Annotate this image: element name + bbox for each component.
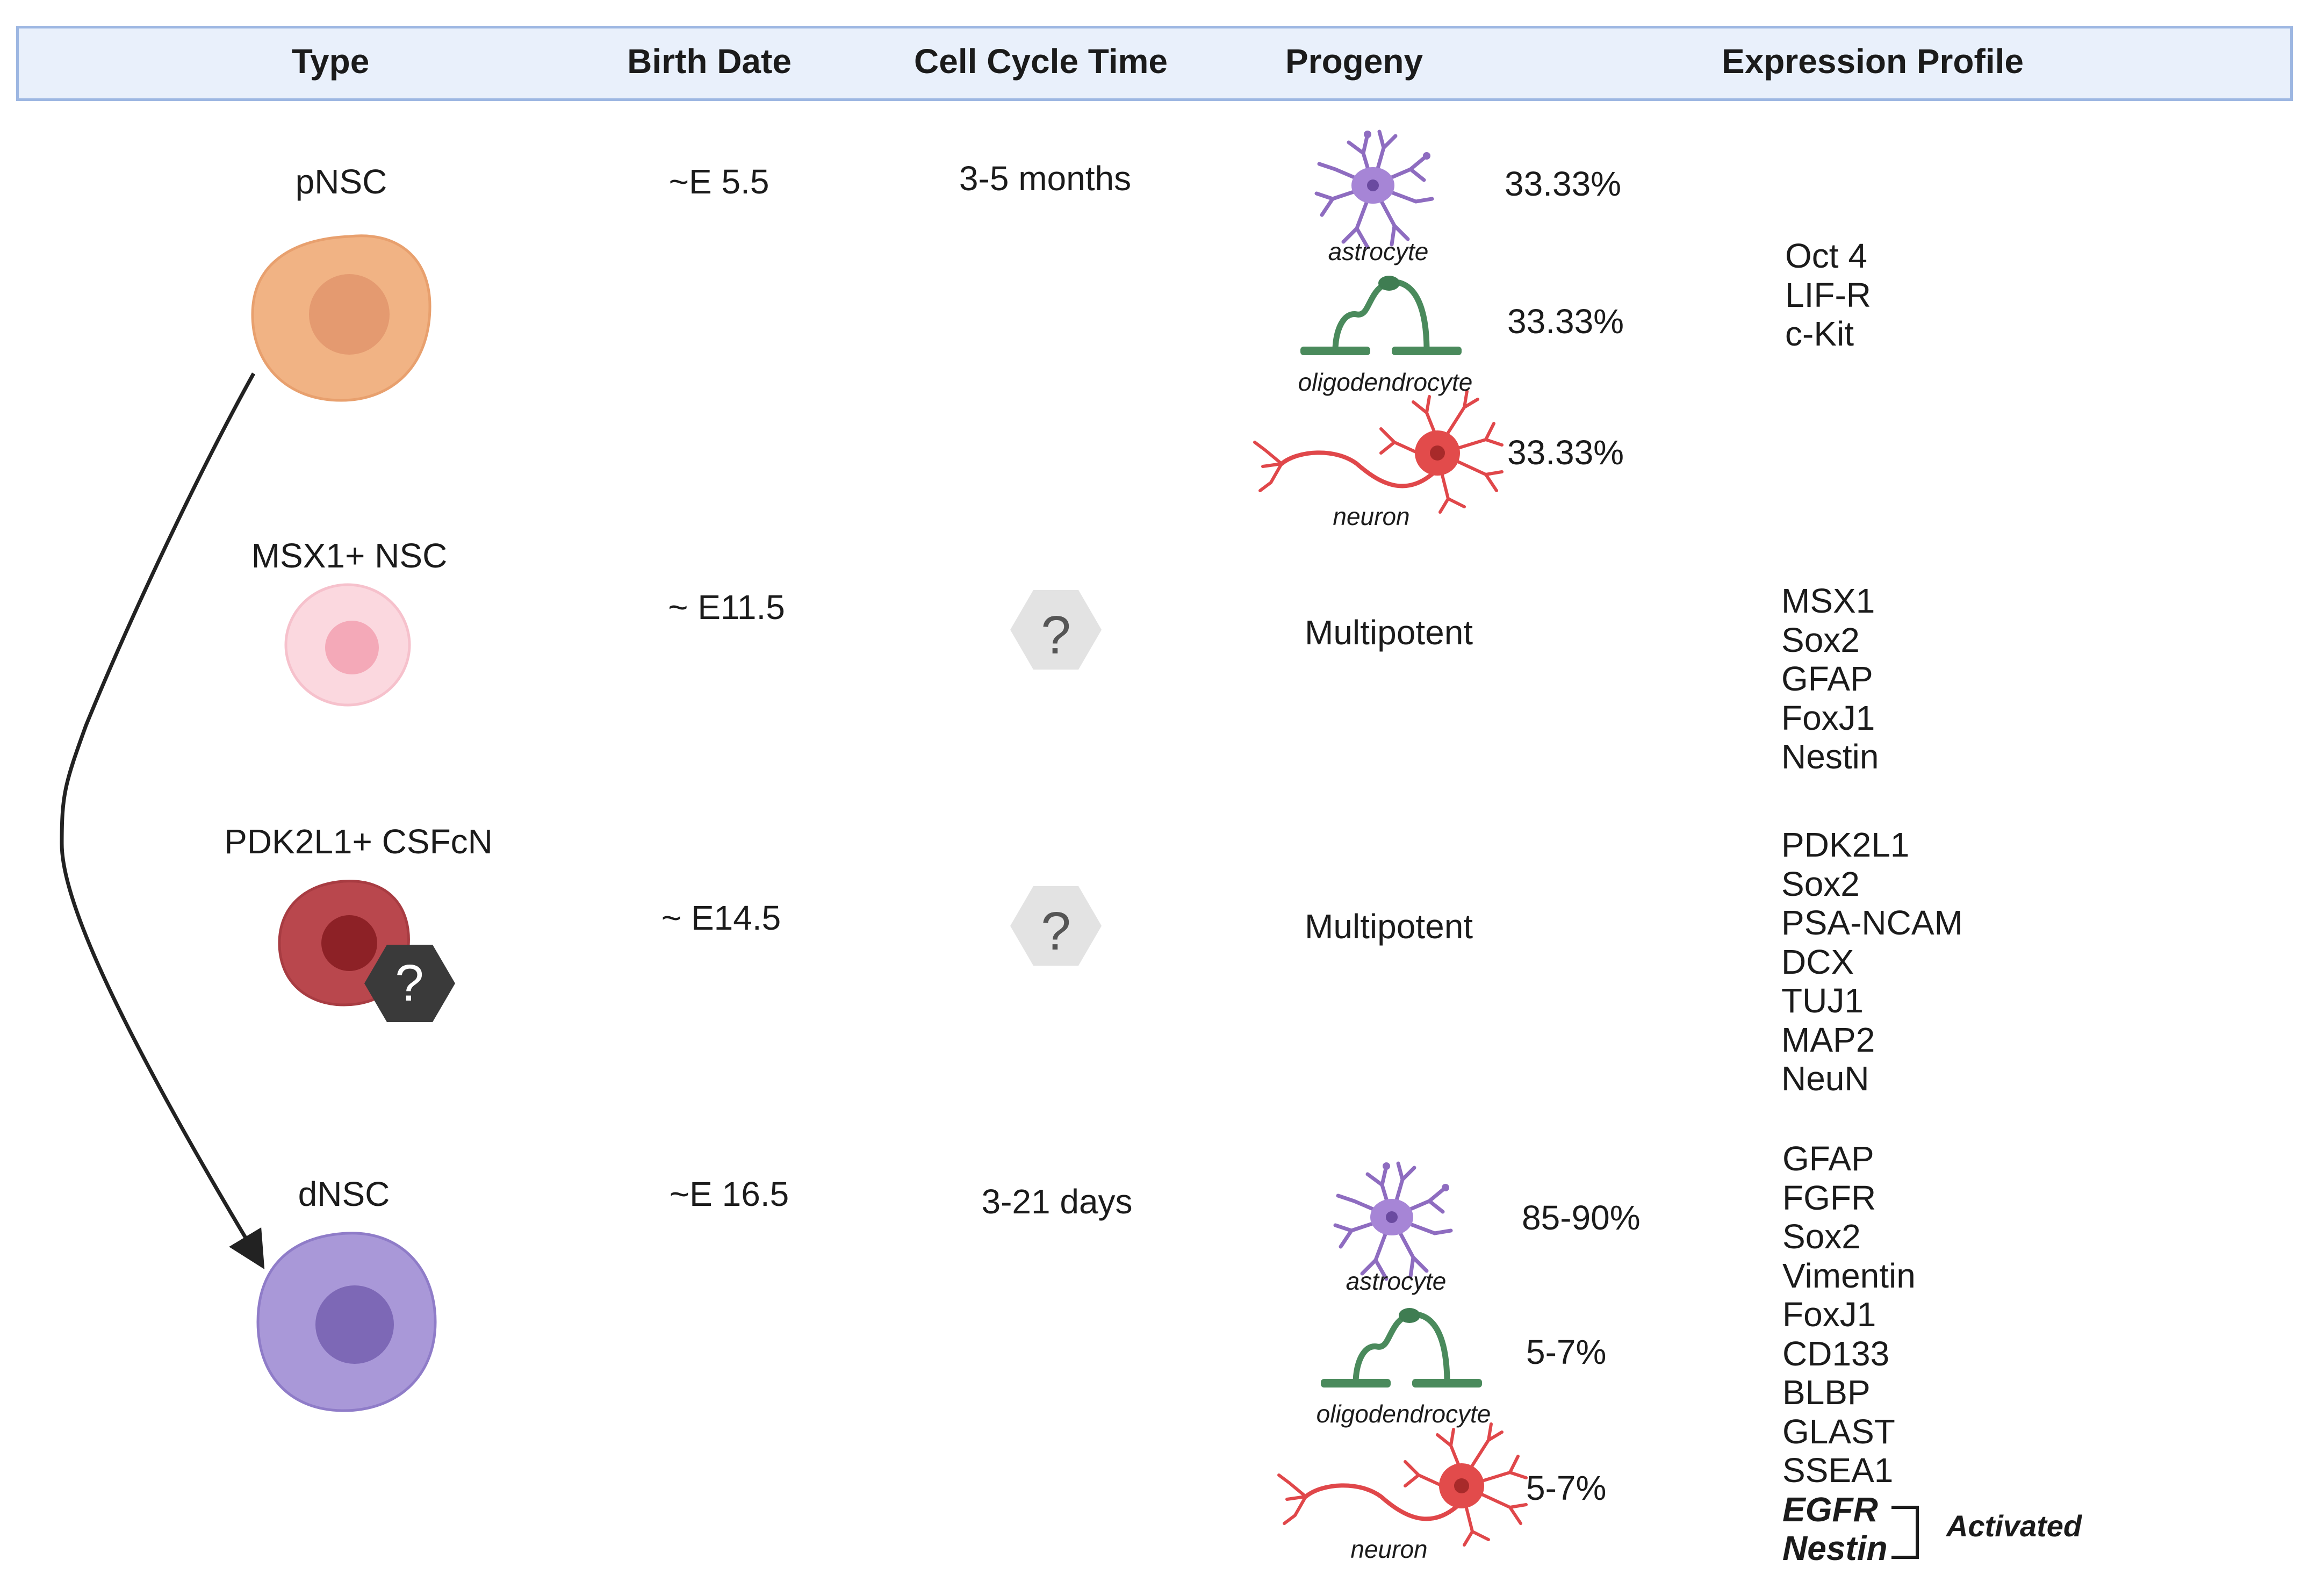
expression-marker: PDK2L1: [1781, 825, 1910, 864]
header-expression-profile: Expression Profile: [1722, 42, 2024, 81]
expression-marker: Sox2: [1781, 864, 1860, 903]
progeny-label: astrocyte: [1346, 1267, 1447, 1295]
expression-marker: Nestin: [1781, 737, 1879, 776]
header-birth-date: Birth Date: [627, 42, 792, 81]
expression-marker: LIF-R: [1785, 275, 1871, 314]
expression-marker-activated: EGFR: [1782, 1490, 1878, 1529]
expression-marker: Sox2: [1782, 1217, 1861, 1256]
neuron-icon: [1255, 391, 1502, 512]
expression-marker: FGFR: [1782, 1178, 1876, 1217]
uncertain-badge: ?: [395, 954, 424, 1012]
astrocyte-icon: [1317, 131, 1432, 247]
expression-marker: Vimentin: [1782, 1256, 1916, 1295]
oligodendrocyte-icon: [1300, 276, 1462, 355]
progeny-label: oligodendrocyte: [1316, 1400, 1491, 1428]
oligodendrocyte-icon: [1321, 1308, 1482, 1387]
row-dnsc-birth-date: ~E 16.5: [669, 1175, 789, 1213]
expression-list: GFAP FGFR Sox2 Vimentin FoxJ1 CD133 BLBP…: [1782, 1139, 1916, 1568]
msx1-cell-icon: [284, 583, 411, 707]
expression-marker-activated: Nestin: [1782, 1529, 1888, 1568]
progeny-percent: 33.33%: [1507, 302, 1624, 341]
progeny-percent: 5-7%: [1526, 1469, 1607, 1507]
pnsc-cell-icon: [251, 234, 431, 402]
activated-label: Activated: [1946, 1509, 2082, 1543]
expression-marker: DCX: [1781, 942, 1854, 981]
row-msx1-birth-date: ~ E11.5: [668, 588, 785, 627]
expression-list: MSX1 Sox2 GFAP FoxJ1 Nestin: [1781, 581, 1879, 777]
expression-list: Oct 4 LIF-R c-Kit: [1785, 236, 1871, 354]
neuron-icon: [1279, 1424, 1526, 1545]
header-cell-cycle-time: Cell Cycle Time: [914, 42, 1168, 81]
dnsc-cell-icon: [256, 1232, 437, 1412]
expression-marker: c-Kit: [1785, 314, 1854, 353]
row-pnsc-birth-date: ~E 5.5: [668, 162, 769, 201]
progeny-percent: 5-7%: [1526, 1333, 1607, 1371]
progeny-percent: 33.33%: [1505, 164, 1622, 203]
progeny-percent: 85-90%: [1522, 1198, 1641, 1237]
header-type: Type: [291, 42, 370, 81]
row-pdk2l1-type: PDK2L1+ CSFcN: [224, 822, 493, 861]
expression-marker: SSEA1: [1782, 1451, 1894, 1490]
expression-marker: GFAP: [1782, 1139, 1874, 1178]
expression-marker: FoxJ1: [1782, 1295, 1876, 1334]
header-progeny: Progeny: [1285, 42, 1423, 81]
expression-marker: MAP2: [1781, 1020, 1875, 1059]
pdk2l1-cell-icon: [278, 880, 455, 1022]
cell-cycle-unknown: ?: [1041, 605, 1071, 665]
expression-marker: BLBP: [1782, 1373, 1871, 1412]
header-bar: [16, 26, 2293, 101]
cell-cycle-unknown: ?: [1041, 901, 1071, 961]
activated-bracket: [1891, 1506, 1919, 1559]
expression-marker: CD133: [1782, 1334, 1890, 1373]
expression-marker: PSA-NCAM: [1781, 903, 1963, 942]
row-msx1-type: MSX1+ NSC: [251, 536, 448, 575]
expression-marker: GLAST: [1782, 1412, 1895, 1451]
progeny-percent: 33.33%: [1507, 433, 1624, 472]
progeny-label: neuron: [1333, 502, 1410, 530]
row-dnsc-cell-cycle-time: 3-21 days: [981, 1182, 1133, 1221]
row-pnsc-cell-cycle-time: 3-5 months: [959, 159, 1132, 198]
astrocyte-icon: [1335, 1162, 1451, 1279]
expression-list: PDK2L1 Sox2 PSA-NCAM DCX TUJ1 MAP2 NeuN: [1781, 825, 1963, 1098]
expression-marker: Sox2: [1781, 620, 1860, 659]
row-pdk2l1-birth-date: ~ E14.5: [661, 898, 781, 937]
row-msx1-progeny: Multipotent: [1305, 613, 1473, 652]
expression-marker: FoxJ1: [1781, 698, 1875, 737]
expression-marker: Oct 4: [1785, 236, 1867, 275]
row-dnsc-type: dNSC: [298, 1175, 390, 1213]
progeny-label: astrocyte: [1328, 238, 1429, 265]
progeny-label: oligodendrocyte: [1298, 368, 1473, 396]
progeny-label: neuron: [1350, 1535, 1428, 1563]
expression-marker: NeuN: [1781, 1059, 1869, 1098]
row-pdk2l1-progeny: Multipotent: [1305, 907, 1473, 946]
expression-marker: GFAP: [1781, 659, 1873, 698]
lineage-arrow: [60, 372, 265, 1269]
expression-marker: TUJ1: [1781, 981, 1864, 1020]
row-pnsc-type: pNSC: [295, 162, 387, 201]
expression-marker: MSX1: [1781, 581, 1875, 620]
